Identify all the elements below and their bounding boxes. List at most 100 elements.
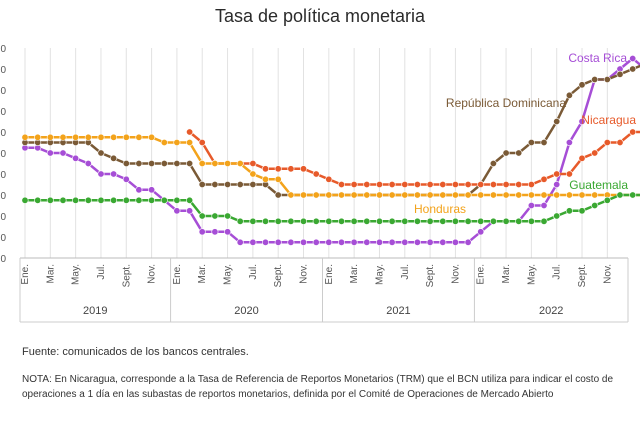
data-point	[350, 181, 358, 189]
series-line	[25, 57, 640, 244]
data-point	[553, 212, 561, 220]
data-point	[629, 128, 637, 136]
data-point	[375, 191, 383, 199]
data-point	[173, 160, 181, 168]
data-point	[439, 217, 447, 225]
data-point	[198, 160, 206, 168]
data-point	[464, 181, 472, 189]
data-point	[565, 170, 573, 178]
data-point	[46, 133, 54, 141]
data-point	[565, 139, 573, 147]
data-point	[591, 76, 599, 84]
x-tick-label: Sept.	[121, 264, 132, 287]
data-point	[135, 160, 143, 168]
data-point	[325, 217, 333, 225]
series-label: República Dominicana	[446, 96, 566, 110]
x-tick-label: May.	[374, 264, 385, 285]
data-point	[46, 149, 54, 157]
data-point	[224, 160, 232, 168]
data-point	[553, 181, 561, 189]
data-point	[489, 191, 497, 199]
data-point	[489, 160, 497, 168]
data-point	[578, 118, 586, 126]
data-point	[173, 207, 181, 215]
data-point	[578, 207, 586, 215]
data-point	[72, 154, 80, 162]
data-point	[274, 238, 282, 246]
x-tick-label: Ene.	[324, 264, 335, 285]
x-tick-label: Sept.	[577, 264, 588, 287]
x-tick-label: Mar.	[349, 264, 360, 283]
data-point	[236, 217, 244, 225]
x-tick-label: Ene.	[172, 264, 183, 285]
data-point	[540, 191, 548, 199]
data-point	[388, 191, 396, 199]
data-point	[502, 149, 510, 157]
year-label: 2022	[539, 305, 563, 317]
x-tick-label: Mar.	[197, 264, 208, 283]
data-point	[148, 160, 156, 168]
data-point	[274, 217, 282, 225]
data-point	[186, 128, 194, 136]
data-point	[565, 191, 573, 199]
data-point	[110, 170, 118, 178]
data-point	[110, 196, 118, 204]
data-point	[489, 181, 497, 189]
data-point	[629, 65, 637, 73]
x-tick-label: Jul.	[248, 264, 259, 280]
x-tick-label: Jul.	[552, 264, 563, 280]
data-point	[502, 217, 510, 225]
data-point	[122, 133, 130, 141]
data-point	[274, 191, 282, 199]
series-layer	[21, 54, 640, 246]
data-point	[274, 175, 282, 183]
data-point	[122, 160, 130, 168]
data-point	[527, 202, 535, 210]
data-point	[186, 160, 194, 168]
data-point	[464, 217, 472, 225]
y-tick-label: 0	[0, 191, 6, 202]
data-point	[325, 175, 333, 183]
data-point	[84, 160, 92, 168]
x-tick-label: Mar.	[501, 264, 512, 283]
data-point	[477, 181, 485, 189]
data-point	[451, 238, 459, 246]
data-point	[413, 181, 421, 189]
data-point	[135, 133, 143, 141]
data-point	[211, 181, 219, 189]
data-point	[97, 133, 105, 141]
data-point	[261, 217, 269, 225]
source-note: Fuente: comunicados de los bancos centra…	[22, 346, 249, 358]
data-point	[426, 191, 434, 199]
y-tick-label: 0	[0, 254, 6, 265]
data-point	[553, 170, 561, 178]
data-point	[59, 196, 67, 204]
x-tick-label: Nov.	[147, 264, 158, 284]
data-point	[451, 217, 459, 225]
data-point	[439, 181, 447, 189]
data-point	[224, 212, 232, 220]
data-point	[629, 54, 637, 62]
x-tick-label: Jul.	[400, 264, 411, 280]
data-point	[413, 217, 421, 225]
data-point	[540, 139, 548, 147]
data-point	[160, 139, 168, 147]
y-tick-label: 0	[0, 149, 6, 160]
data-point	[198, 181, 206, 189]
data-point	[337, 191, 345, 199]
data-point	[198, 212, 206, 220]
x-tick-label: Nov.	[602, 264, 613, 284]
y-tick-label: 0	[0, 170, 6, 181]
data-point	[211, 160, 219, 168]
data-point	[363, 217, 371, 225]
data-point	[363, 238, 371, 246]
data-point	[565, 91, 573, 99]
series-label: Nicaragua	[581, 113, 636, 127]
year-label: 2020	[234, 305, 258, 317]
data-point	[34, 196, 42, 204]
data-point	[515, 217, 523, 225]
data-point	[375, 181, 383, 189]
data-point	[249, 181, 257, 189]
data-point	[426, 181, 434, 189]
data-point	[540, 202, 548, 210]
